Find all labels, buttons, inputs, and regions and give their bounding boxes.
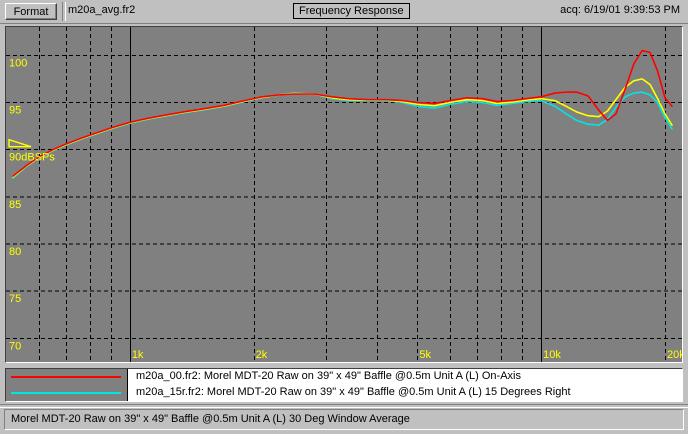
chart-plot-area[interactable]: 100 95 90dBSPs 85 80 75 70 1k 2k 5k 10k 20k bbox=[5, 26, 683, 363]
y-axis-tick-label: 100 bbox=[9, 57, 27, 69]
y-axis-tick-label: 75 bbox=[9, 293, 21, 305]
frequency-response-chart: 100 95 90dBSPs 85 80 75 70 1k 2k 5k 10k 20k bbox=[6, 27, 682, 362]
legend-row-0[interactable]: m20a_00.fr2: Morel MDT-20 Raw on 39" x 4… bbox=[6, 369, 684, 385]
toolbar-bottom-separator bbox=[0, 23, 688, 24]
y-axis-tick-label: 85 bbox=[9, 199, 21, 211]
legend-panel: m20a_00.fr2: Morel MDT-20 Raw on 39" x 4… bbox=[5, 368, 683, 402]
x-axis-tick-label: 5k bbox=[419, 349, 431, 361]
status-bar: Morel MDT-20 Raw on 39" x 49" Baffle @0.… bbox=[4, 409, 684, 430]
status-bar-text: Morel MDT-20 Raw on 39" x 49" Baffle @0.… bbox=[11, 413, 410, 425]
legend-label-0: m20a_00.fr2: Morel MDT-20 Raw on 39" x 4… bbox=[136, 370, 521, 382]
x-axis-tick-label: 10k bbox=[543, 349, 561, 361]
plot-title: Frequency Response bbox=[293, 3, 410, 19]
y-axis-tick-label: 80 bbox=[9, 246, 21, 258]
acquisition-timestamp: acq: 6/19/01 9:39:53 PM bbox=[560, 4, 680, 16]
toolbar-divider bbox=[62, 2, 66, 21]
toolbar: Format m20a_avg.fr2 Frequency Response a… bbox=[0, 0, 688, 24]
x-axis-tick-label: 2k bbox=[256, 349, 268, 361]
cursor-marker[interactable] bbox=[8, 138, 32, 148]
x-axis-tick-label: 1k bbox=[132, 349, 144, 361]
format-button[interactable]: Format bbox=[5, 3, 57, 20]
y-axis-tick-label: 70 bbox=[9, 340, 21, 352]
x-axis-tick-label: 20k bbox=[667, 349, 682, 361]
legend-color-line-red bbox=[11, 376, 121, 378]
legend-swatch-column bbox=[6, 369, 128, 401]
legend-label-1: m20a_15r.fr2: Morel MDT-20 Raw on 39" x … bbox=[136, 386, 571, 398]
legend-color-line-cyan bbox=[11, 392, 121, 394]
y-axis-tick-label: 90dBSPs bbox=[9, 152, 55, 164]
y-axis-tick-label: 95 bbox=[9, 104, 21, 116]
legend-row-1[interactable]: m20a_15r.fr2: Morel MDT-20 Raw on 39" x … bbox=[6, 385, 684, 401]
status-separator bbox=[0, 404, 688, 408]
file-name-label: m20a_avg.fr2 bbox=[68, 4, 136, 16]
series-line bbox=[12, 49, 673, 177]
